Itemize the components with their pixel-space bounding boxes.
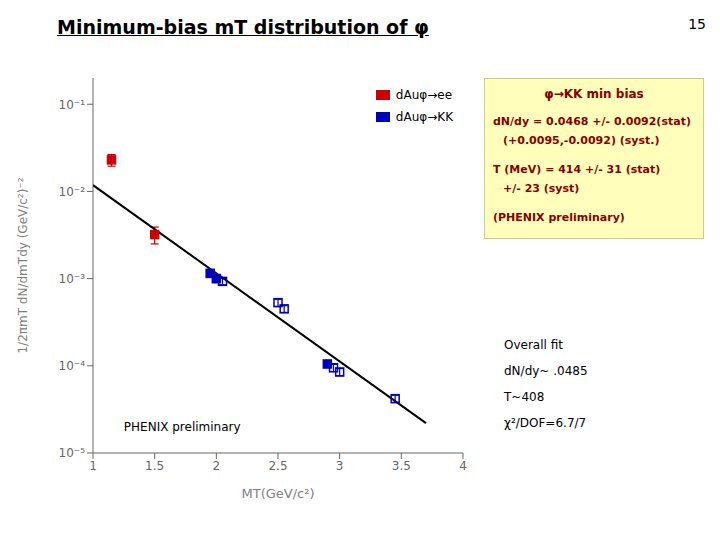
html-text:(+0.0095,-0.0092) (syst.): (+0.0095,-0.0092) (syst.) [503,134,660,147]
svg-text:3.5: 3.5 [392,459,411,473]
html-text:+/- 23 (syst): +/- 23 (syst) [503,182,580,195]
svg-text:MT(GeV/c²): MT(GeV/c²) [241,486,314,501]
svg-text:10⁻¹: 10⁻¹ [59,98,86,112]
html-text:Overall fit: Overall fit [504,338,563,352]
html-text:dAuφ→KK: dAuφ→KK [395,110,453,124]
svg-text:10⁻³: 10⁻³ [59,272,86,286]
html-text:T (MeV) = 414 +/- 31 (stat): T (MeV) = 414 +/- 31 (stat) [493,163,661,176]
html-text:χ²/DOF=6.7/7: χ²/DOF=6.7/7 [504,416,587,430]
svg-text:10⁻²: 10⁻² [59,185,86,199]
html-text:(PHENIX preliminary): (PHENIX preliminary) [493,211,625,224]
html-text:dAuφ→ee: dAuφ→ee [395,88,452,102]
svg-text:1.5: 1.5 [145,459,164,473]
html-text:T~408: T~408 [504,390,545,404]
svg-text:10⁻⁴: 10⁻⁴ [59,359,86,373]
svg-text:2.5: 2.5 [268,459,287,473]
html-text:φ→KK min bias: φ→KK min bias [544,87,644,101]
html-text:dN/dy~ .0485: dN/dy~ .0485 [504,364,588,378]
svg-text:3: 3 [336,459,344,473]
svg-text:2: 2 [213,459,221,473]
html-text:15: 15 [688,16,706,32]
html-text:Minimum-bias mT distribution o: Minimum-bias mT distribution of φ [57,16,429,38]
svg-text:1/2πmT dN/dmTdy (GeV/c²)⁻²: 1/2πmT dN/dmTdy (GeV/c²)⁻² [16,177,30,353]
svg-text:10⁻⁵: 10⁻⁵ [59,446,86,460]
svg-text:1: 1 [89,459,97,473]
svg-text:4: 4 [459,459,467,473]
html-text:dN/dy = 0.0468 +/- 0.0092(stat: dN/dy = 0.0468 +/- 0.0092(stat) [493,115,691,128]
svg-text:PHENIX preliminary: PHENIX preliminary [124,420,241,434]
